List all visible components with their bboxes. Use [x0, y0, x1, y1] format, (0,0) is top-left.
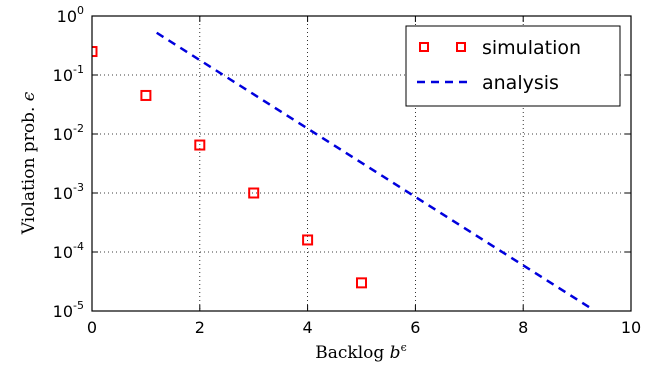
- y-tick-label: 10-4: [53, 240, 84, 262]
- x-tick-label: 8: [518, 318, 528, 337]
- x-tick-label: 0: [87, 318, 97, 337]
- ticks: 0 2 4 6 8 10 100 10-1 10-2 10-3 10-4 10-5: [53, 4, 642, 337]
- x-tick-label: 2: [195, 318, 205, 337]
- legend: simulation analysis: [405, 25, 621, 107]
- simulation-point: [356, 277, 367, 289]
- legend-simulation-marker-1: [419, 42, 429, 52]
- simulation-point: [140, 89, 152, 101]
- legend-simulation-label: simulation: [482, 37, 581, 59]
- y-tick-label: 10-2: [53, 122, 84, 144]
- simulation-point: [302, 234, 314, 246]
- series-layer: [92, 31, 594, 311]
- analysis-line: [156, 31, 594, 311]
- x-tick-label: 6: [410, 318, 420, 337]
- simulation-point: [194, 139, 206, 151]
- y-axis-label: Violation prob. ϵ: [19, 91, 39, 235]
- legend-simulation-marker-2: [456, 42, 466, 52]
- y-tick-label: 10-5: [53, 299, 84, 321]
- legend-analysis-label: analysis: [482, 72, 559, 94]
- simulation-point: [92, 46, 98, 58]
- x-tick-label: 4: [303, 318, 313, 337]
- simulation-point: [248, 187, 260, 199]
- y-tick-label: 10-3: [53, 181, 84, 203]
- plot-frame: [91, 15, 632, 312]
- y-tick-label: 100: [57, 4, 84, 26]
- y-tick-label: 10-1: [53, 63, 84, 85]
- legend-box: [405, 25, 621, 107]
- x-tick-label: 10: [621, 318, 641, 337]
- x-axis-label: Backlog bϵ: [315, 341, 406, 363]
